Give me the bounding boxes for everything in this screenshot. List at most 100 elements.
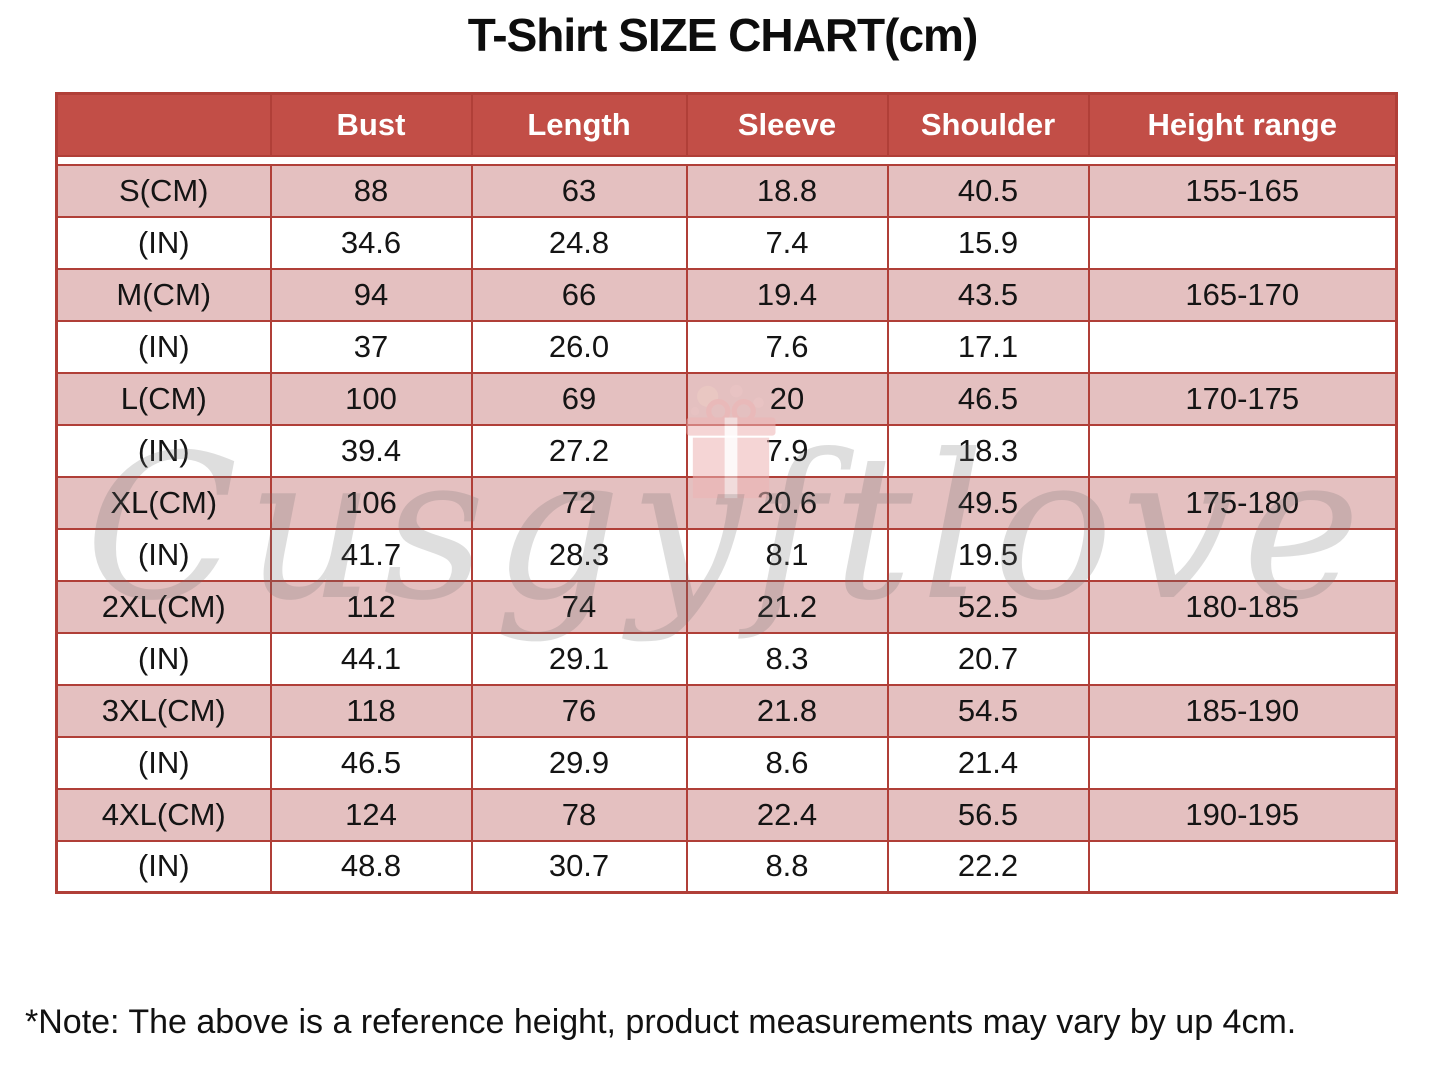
value-cell	[1087, 735, 1398, 790]
value-cell: 22.2	[886, 839, 1090, 894]
table-row: (IN) 37 26.0 7.6 17.1	[55, 319, 1398, 374]
value-cell: 78	[470, 787, 688, 842]
value-cell: 88	[269, 163, 473, 218]
value-cell: 124	[269, 787, 473, 842]
header-cell-shoulder: Shoulder	[886, 92, 1090, 157]
header-cell-bust: Bust	[269, 92, 473, 157]
value-cell: 29.9	[470, 735, 688, 790]
value-cell	[1087, 631, 1398, 686]
value-cell: 8.8	[685, 839, 889, 894]
value-cell: 21.4	[886, 735, 1090, 790]
size-label-cell: (IN)	[55, 839, 272, 894]
value-cell: 48.8	[269, 839, 473, 894]
table-row: (IN) 44.1 29.1 8.3 20.7	[55, 631, 1398, 686]
value-cell: 19.5	[886, 527, 1090, 582]
value-cell: 29.1	[470, 631, 688, 686]
table-row: S(CM) 88 63 18.8 40.5 155-165	[55, 163, 1398, 218]
value-cell: 46.5	[269, 735, 473, 790]
value-cell	[1087, 319, 1398, 374]
value-cell: 8.6	[685, 735, 889, 790]
value-cell: 170-175	[1087, 371, 1398, 426]
value-cell: 22.4	[685, 787, 889, 842]
value-cell	[1087, 839, 1398, 894]
value-cell: 7.9	[685, 423, 889, 478]
value-cell: 30.7	[470, 839, 688, 894]
size-table-body: S(CM) 88 63 18.8 40.5 155-165 (IN) 34.6 24.8 7.4 1…	[55, 155, 1398, 894]
value-cell: 7.4	[685, 215, 889, 270]
value-cell: 20.7	[886, 631, 1090, 686]
size-chart-table: Bust Length Sleeve Shoulder Height range…	[55, 92, 1398, 894]
size-label-cell: 4XL(CM)	[55, 787, 272, 842]
table-row: (IN) 46.5 29.9 8.6 21.4	[55, 735, 1398, 790]
value-cell: 106	[269, 475, 473, 530]
table-row: (IN) 39.4 27.2 7.9 18.3	[55, 423, 1398, 478]
value-cell: 27.2	[470, 423, 688, 478]
value-cell	[1087, 215, 1398, 270]
value-cell: 43.5	[886, 267, 1090, 322]
value-cell: 54.5	[886, 683, 1090, 738]
value-cell: 18.8	[685, 163, 889, 218]
size-label-cell: (IN)	[55, 631, 272, 686]
size-label-cell: S(CM)	[55, 163, 272, 218]
value-cell: 20	[685, 371, 889, 426]
header-cell-height-range: Height range	[1087, 92, 1398, 157]
value-cell: 19.4	[685, 267, 889, 322]
value-cell: 34.6	[269, 215, 473, 270]
value-cell: 28.3	[470, 527, 688, 582]
table-row: 4XL(CM) 124 78 22.4 56.5 190-195	[55, 787, 1398, 842]
header-cell-sleeve: Sleeve	[685, 92, 889, 157]
value-cell: 26.0	[470, 319, 688, 374]
size-label-cell: (IN)	[55, 735, 272, 790]
value-cell: 112	[269, 579, 473, 634]
header-gap-row	[56, 155, 1397, 165]
table-header: Bust Length Sleeve Shoulder Height range	[55, 92, 1398, 157]
value-cell	[1087, 423, 1398, 478]
value-cell: 41.7	[269, 527, 473, 582]
size-label-cell: (IN)	[55, 423, 272, 478]
table-row: (IN) 34.6 24.8 7.4 15.9	[55, 215, 1398, 270]
value-cell: 49.5	[886, 475, 1090, 530]
value-cell: 69	[470, 371, 688, 426]
page-title: T-Shirt SIZE CHART(cm)	[467, 9, 979, 61]
value-cell: 155-165	[1087, 163, 1398, 218]
value-cell: 94	[269, 267, 473, 322]
header-cell-length: Length	[470, 92, 688, 157]
value-cell: 8.1	[685, 527, 889, 582]
value-cell: 175-180	[1087, 475, 1398, 530]
value-cell: 17.1	[886, 319, 1090, 374]
table-row: XL(CM) 106 72 20.6 49.5 175-180	[55, 475, 1398, 530]
value-cell: 39.4	[269, 423, 473, 478]
size-label-cell: (IN)	[55, 527, 272, 582]
header-gap-cell	[56, 155, 1397, 165]
value-cell: 7.6	[685, 319, 889, 374]
value-cell: 76	[470, 683, 688, 738]
size-label-cell: XL(CM)	[55, 475, 272, 530]
size-label-cell: (IN)	[55, 215, 272, 270]
value-cell	[1087, 527, 1398, 582]
header-row: Bust Length Sleeve Shoulder Height range	[55, 92, 1398, 157]
value-cell: 63	[470, 163, 688, 218]
value-cell: 15.9	[886, 215, 1090, 270]
size-label-cell: 2XL(CM)	[55, 579, 272, 634]
header-cell-size	[55, 92, 272, 157]
value-cell: 74	[470, 579, 688, 634]
value-cell: 190-195	[1087, 787, 1398, 842]
table-row: 2XL(CM) 112 74 21.2 52.5 180-185	[55, 579, 1398, 634]
size-chart-table-container: Bust Length Sleeve Shoulder Height range…	[55, 92, 1398, 894]
size-label-cell: M(CM)	[55, 267, 272, 322]
value-cell: 165-170	[1087, 267, 1398, 322]
value-cell: 185-190	[1087, 683, 1398, 738]
footnote: *Note: The above is a reference height, …	[25, 1003, 1297, 1041]
value-cell: 180-185	[1087, 579, 1398, 634]
value-cell: 72	[470, 475, 688, 530]
value-cell: 56.5	[886, 787, 1090, 842]
value-cell: 20.6	[685, 475, 889, 530]
value-cell: 37	[269, 319, 473, 374]
value-cell: 100	[269, 371, 473, 426]
value-cell: 21.2	[685, 579, 889, 634]
table-row: L(CM) 100 69 20 46.5 170-175	[55, 371, 1398, 426]
value-cell: 66	[470, 267, 688, 322]
size-label-cell: L(CM)	[55, 371, 272, 426]
value-cell: 118	[269, 683, 473, 738]
value-cell: 44.1	[269, 631, 473, 686]
